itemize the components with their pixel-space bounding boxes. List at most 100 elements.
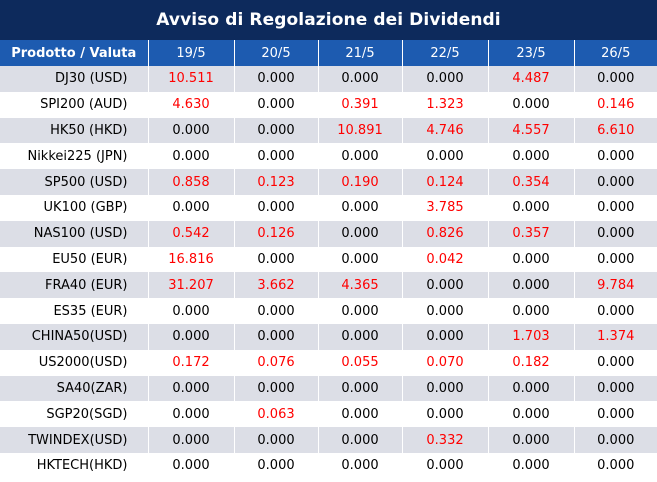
table-row: SPI200 (AUD) 4.630 0.000 0.391 1.323 0.000 0.1… <box>0 91 657 118</box>
dividend-value-cell: 0.000 <box>487 143 574 170</box>
product-name-cell: US2000(USD) <box>0 349 148 376</box>
dividend-value-cell: 10.511 <box>147 66 234 92</box>
dividend-value-cell: 0.000 <box>573 169 657 195</box>
dividend-value-cell: 0.000 <box>147 143 234 170</box>
dividend-value-cell: 0.124 <box>401 169 488 195</box>
dividend-value-cell: 0.076 <box>233 349 318 376</box>
dividend-value-cell: 0.000 <box>487 298 574 324</box>
product-name-cell: NAS100 (USD) <box>0 220 148 247</box>
dividend-value-cell: 0.000 <box>317 66 402 92</box>
dividend-value-cell: 0.000 <box>487 246 574 273</box>
dividend-value-cell: 0.000 <box>401 401 488 428</box>
table-row: SP500 (USD) 0.858 0.123 0.190 0.124 0.354 0.00… <box>0 169 657 195</box>
product-name-cell: SP500 (USD) <box>0 169 148 195</box>
dividend-value-cell: 0.000 <box>487 375 574 402</box>
dividend-value-cell: 0.000 <box>233 143 318 170</box>
header-row: Prodotto / Valuta 19/5 20/5 21/5 22/5 23… <box>0 40 657 66</box>
table-row: HK50 (HKD) 0.000 0.000 10.891 4.746 4.557 6.61… <box>0 117 657 144</box>
dividend-value-cell: 0.858 <box>147 169 234 195</box>
table-row: FRA40 (EUR) 31.207 3.662 4.365 0.000 0.000 9.7… <box>0 272 657 299</box>
dividend-value-cell: 3.785 <box>401 194 488 221</box>
table-row: Nikkei225 (JPN) 0.000 0.000 0.000 0.000 0.000… <box>0 143 657 170</box>
product-name-cell: TWINDEX(USD) <box>0 427 148 453</box>
dividend-value-cell: 0.000 <box>573 298 657 324</box>
dividend-value-cell: 0.000 <box>317 323 402 350</box>
dividend-value-cell: 0.000 <box>317 298 402 324</box>
dividend-value-cell: 3.662 <box>233 272 318 299</box>
dividend-value-cell: 16.816 <box>147 246 234 273</box>
dividend-value-cell: 0.000 <box>573 452 657 479</box>
column-header-date: 21/5 <box>317 40 402 66</box>
product-name-cell: EU50 (EUR) <box>0 246 148 273</box>
dividend-value-cell: 6.610 <box>573 117 657 144</box>
dividend-value-cell: 0.000 <box>147 375 234 402</box>
column-header-date: 19/5 <box>147 40 234 66</box>
dividend-value-cell: 0.332 <box>401 427 488 453</box>
dividend-value-cell: 0.000 <box>487 401 574 428</box>
table-row: NAS100 (USD) 0.542 0.126 0.000 0.826 0.357 0.0… <box>0 220 657 247</box>
dividend-value-cell: 0.357 <box>487 220 574 247</box>
table-row: ES35 (EUR) 0.000 0.000 0.000 0.000 0.000 0.000 <box>0 298 657 324</box>
dividend-value-cell: 0.000 <box>233 194 318 221</box>
column-header-date: 23/5 <box>487 40 574 66</box>
dividend-value-cell: 0.126 <box>233 220 318 247</box>
dividend-value-cell: 0.000 <box>317 401 402 428</box>
dividend-value-cell: 0.000 <box>401 323 488 350</box>
dividend-value-cell: 4.365 <box>317 272 402 299</box>
dividend-value-cell: 0.000 <box>401 143 488 170</box>
dividend-value-cell: 0.000 <box>487 452 574 479</box>
product-name-cell: HK50 (HKD) <box>0 117 148 144</box>
dividend-value-cell: 0.000 <box>233 298 318 324</box>
product-name-cell: FRA40 (EUR) <box>0 272 148 299</box>
table-row: CHINA50(USD) 0.000 0.000 0.000 0.000 1.703 1.3… <box>0 323 657 350</box>
dividend-value-cell: 0.172 <box>147 349 234 376</box>
dividend-value-cell: 0.000 <box>147 452 234 479</box>
dividend-value-cell: 0.000 <box>573 66 657 92</box>
dividend-value-cell: 1.703 <box>487 323 574 350</box>
page-title: Avviso di Regolazione dei Dividendi <box>0 0 657 40</box>
dividend-value-cell: 1.323 <box>401 91 488 118</box>
dividend-value-cell: 0.000 <box>233 66 318 92</box>
dividend-value-cell: 0.000 <box>487 272 574 299</box>
dividend-value-cell: 0.000 <box>487 427 574 453</box>
dividend-value-cell: 0.000 <box>573 427 657 453</box>
table-row: SGP20(SGD) 0.000 0.063 0.000 0.000 0.000 0.000 <box>0 401 657 428</box>
table-row: DJ30 (USD) 10.511 0.000 0.000 0.000 4.487 0.00… <box>0 66 657 92</box>
dividend-value-cell: 0.182 <box>487 349 574 376</box>
dividend-value-cell: 0.000 <box>573 246 657 273</box>
dividend-value-cell: 0.000 <box>233 91 318 118</box>
dividend-value-cell: 0.000 <box>487 194 574 221</box>
dividend-value-cell: 0.000 <box>317 220 402 247</box>
product-name-cell: HKTECH(HKD) <box>0 452 148 479</box>
dividend-value-cell: 0.000 <box>401 298 488 324</box>
dividend-value-cell: 0.000 <box>317 246 402 273</box>
table-row: HKTECH(HKD) 0.000 0.000 0.000 0.000 0.000 0.00… <box>0 452 657 479</box>
dividend-value-cell: 0.000 <box>573 143 657 170</box>
dividend-value-cell: 0.063 <box>233 401 318 428</box>
dividend-value-cell: 0.000 <box>233 323 318 350</box>
dividend-value-cell: 0.000 <box>317 452 402 479</box>
dividend-value-cell: 0.000 <box>573 401 657 428</box>
product-name-cell: ES35 (EUR) <box>0 298 148 324</box>
dividend-value-cell: 0.000 <box>573 194 657 221</box>
dividend-value-cell: 0.190 <box>317 169 402 195</box>
dividend-value-cell: 0.000 <box>233 427 318 453</box>
dividend-value-cell: 0.000 <box>401 452 488 479</box>
dividend-value-cell: 0.000 <box>401 272 488 299</box>
table-row: SA40(ZAR) 0.000 0.000 0.000 0.000 0.000 0.000 <box>0 375 657 402</box>
column-header-date: 20/5 <box>233 40 318 66</box>
dividend-value-cell: 0.000 <box>317 427 402 453</box>
table-body: DJ30 (USD) 10.511 0.000 0.000 0.000 4.487 0.00… <box>0 66 657 479</box>
dividend-value-cell: 0.000 <box>147 401 234 428</box>
dividend-value-cell: 0.000 <box>233 117 318 144</box>
dividend-value-cell: 0.000 <box>401 66 488 92</box>
dividend-value-cell: 0.000 <box>147 427 234 453</box>
dividend-value-cell: 0.146 <box>573 91 657 118</box>
table-row: EU50 (EUR) 16.816 0.000 0.000 0.042 0.000 0.00… <box>0 246 657 273</box>
dividend-value-cell: 0.000 <box>147 298 234 324</box>
dividend-value-cell: 10.891 <box>317 117 402 144</box>
dividend-value-cell: 0.000 <box>317 143 402 170</box>
dividend-value-cell: 1.374 <box>573 323 657 350</box>
column-header-date: 22/5 <box>401 40 488 66</box>
product-name-cell: CHINA50(USD) <box>0 323 148 350</box>
